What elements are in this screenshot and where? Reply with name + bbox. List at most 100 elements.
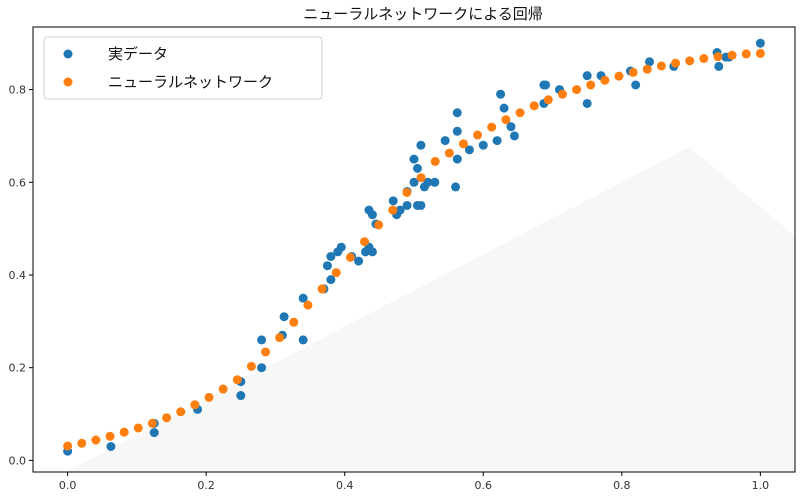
real-data-point [336, 242, 346, 252]
neural-network-point [232, 375, 242, 385]
real-data-point [423, 177, 433, 187]
neural-network-point [261, 347, 271, 357]
legend-marker-real-data [63, 49, 73, 59]
neural-network-point [557, 89, 567, 99]
real-data-point [367, 210, 377, 220]
legend-label-real-data: 実データ [108, 45, 168, 63]
neural-network-point [331, 268, 341, 278]
neural-network-point [656, 61, 666, 71]
real-data-point [631, 80, 641, 90]
neural-network-point [529, 101, 539, 111]
real-data-point [298, 293, 308, 303]
real-data-point [354, 256, 364, 266]
real-data-point [506, 122, 516, 132]
legend-label-neural-network: ニューラルネットワーク [108, 73, 273, 91]
neural-network-point [473, 130, 483, 140]
neural-network-point [204, 392, 214, 402]
real-data-point [440, 136, 450, 146]
neural-network-point [586, 80, 596, 90]
real-data-point [451, 182, 461, 192]
neural-network-point [303, 300, 313, 310]
x-tick-label: 0.4 [336, 479, 354, 492]
x-tick-label: 0.0 [59, 479, 77, 492]
real-data-point [478, 140, 488, 150]
real-data-point [279, 312, 289, 322]
real-data-point [298, 335, 308, 345]
real-data-point [395, 205, 405, 215]
x-tick-label: 0.6 [475, 479, 493, 492]
neural-network-point [458, 139, 468, 149]
neural-network-point [374, 220, 384, 230]
neural-network-point [614, 71, 624, 81]
neural-network-point [162, 413, 172, 423]
real-data-point [452, 154, 462, 164]
chart-title: ニューラルネットワークによる回帰 [303, 5, 543, 23]
series-neural-network [63, 48, 765, 451]
neural-network-point [444, 148, 454, 158]
neural-network-point [119, 427, 129, 437]
real-data-point [755, 38, 765, 48]
plot-area [32, 26, 796, 473]
y-tick-label: 0.4 [9, 269, 27, 282]
plot-frame [32, 26, 796, 473]
neural-network-point [685, 56, 695, 66]
real-data-point [367, 247, 377, 257]
neural-network-point [487, 122, 497, 132]
real-data-point [464, 145, 474, 155]
neural-network-point [543, 95, 553, 105]
real-data-point [149, 428, 159, 438]
real-data-point [496, 89, 506, 99]
neural-network-point [699, 54, 709, 64]
neural-network-point [628, 67, 638, 77]
y-tick-label: 0.8 [9, 84, 27, 97]
neural-network-point [741, 49, 751, 59]
neural-network-point [63, 441, 73, 451]
real-data-point [582, 98, 592, 108]
neural-network-point [147, 418, 157, 428]
real-data-point [388, 196, 398, 206]
neural-network-point [289, 317, 299, 327]
neural-network-point [501, 115, 511, 125]
real-data-point [416, 140, 426, 150]
neural-network-point [360, 237, 370, 247]
neural-network-point [572, 85, 582, 95]
real-data-point [409, 177, 419, 187]
y-axis: 0.0 0.2 0.4 0.6 0.8 [9, 84, 33, 467]
legend-box [43, 36, 323, 100]
real-data-point [326, 275, 336, 285]
neural-network-point [190, 400, 200, 410]
neural-network-point [345, 252, 355, 262]
real-data-point [582, 71, 592, 81]
neural-network-point [388, 205, 398, 215]
neural-network-point [105, 431, 115, 441]
neural-network-point [218, 384, 228, 394]
neural-network-point [246, 361, 256, 371]
real-data-point [416, 200, 426, 210]
x-axis: 0.0 0.2 0.4 0.6 0.8 1.0 [59, 472, 769, 492]
real-data-point [452, 126, 462, 136]
real-data-point [257, 363, 267, 373]
neural-network-point [430, 156, 440, 166]
real-data-point [322, 261, 332, 271]
neural-network-point [317, 284, 327, 294]
neural-network-point [133, 423, 143, 433]
neural-network-point [727, 50, 737, 60]
real-data-point [430, 177, 440, 187]
neural-network-point [77, 438, 87, 448]
real-data-point [402, 200, 412, 210]
real-data-point [499, 103, 509, 113]
real-data-point [326, 251, 336, 261]
real-data-point [409, 154, 419, 164]
neural-network-point [600, 75, 610, 85]
neural-network-point [642, 64, 652, 74]
neural-network-point [671, 58, 681, 68]
y-tick-label: 0.0 [9, 454, 27, 467]
x-tick-label: 1.0 [752, 479, 770, 492]
legend-marker-neural-network [63, 77, 73, 87]
neural-network-point [91, 435, 101, 445]
neural-network-point [755, 48, 765, 58]
real-data-point [412, 163, 422, 173]
y-tick-label: 0.6 [9, 176, 27, 189]
